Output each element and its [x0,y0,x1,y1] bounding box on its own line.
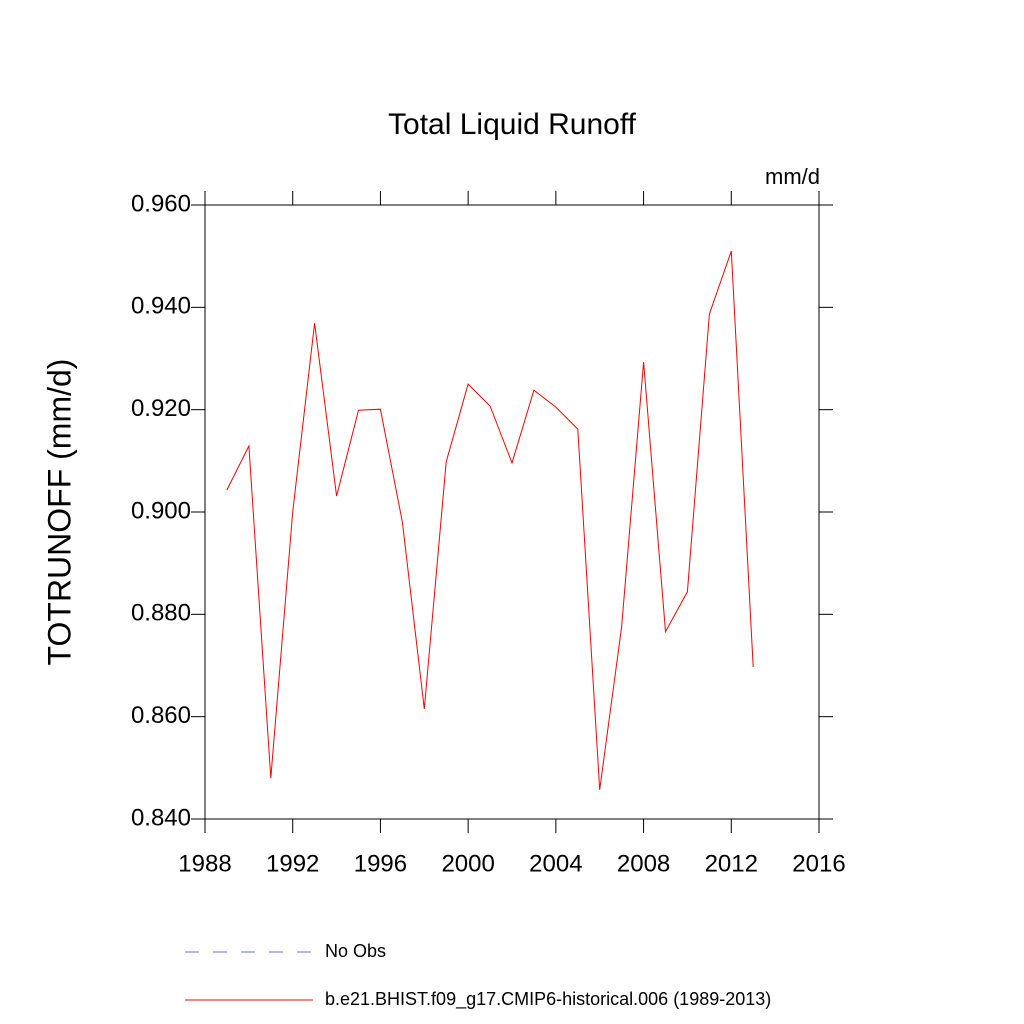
y-tick-label: 0.840 [131,804,191,831]
y-tick-label: 0.920 [131,395,191,422]
x-tick-label: 2000 [441,850,494,877]
y-tick-label: 0.880 [131,600,191,627]
x-tick-label: 2012 [705,850,758,877]
y-tick-label: 0.860 [131,702,191,729]
x-tick-label: 2004 [529,850,582,877]
x-tick-label: 1988 [178,850,231,877]
y-tick-label: 0.940 [131,293,191,320]
units-label: mm/d [765,164,820,189]
chart-title: Total Liquid Runoff [388,108,637,141]
x-tick-label: 1996 [354,850,407,877]
y-tick-label: 0.900 [131,497,191,524]
legend-label: b.e21.BHIST.f09_g17.CMIP6-historical.006… [325,989,771,1010]
plot-frame [204,204,820,820]
legend-label: No Obs [325,941,386,961]
x-tick-label: 2008 [617,850,670,877]
y-tick-label: 0.960 [131,190,191,217]
x-tick-label: 2016 [792,850,845,877]
y-axis-label: TOTRUNOFF (mm/d) [41,359,77,666]
data-line [226,250,754,790]
x-tick-label: 1992 [266,850,319,877]
